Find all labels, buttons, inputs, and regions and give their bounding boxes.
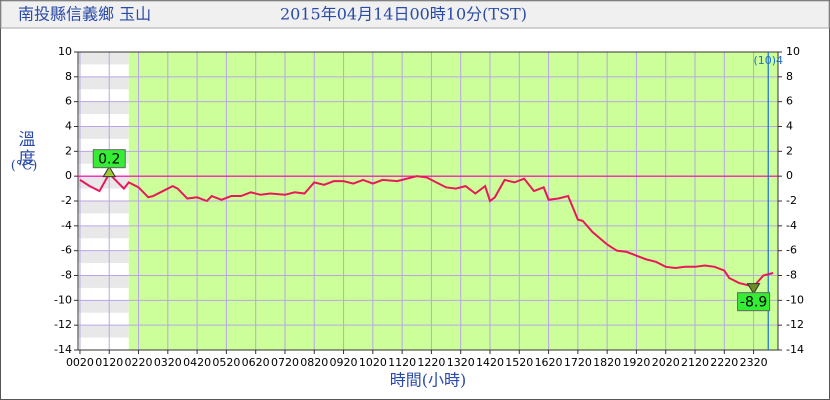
y-tick-label: 2	[65, 144, 72, 157]
x-tick-label: 1920	[622, 356, 650, 369]
y2-tick-label: -6	[786, 244, 797, 257]
y2-tick-label: -14	[786, 343, 804, 356]
min-label: -8.9	[740, 295, 767, 311]
stripe	[78, 76, 129, 90]
x-tick-label: 2220	[710, 356, 738, 369]
x-tick-label: 0420	[183, 356, 211, 369]
x-tick-label: 0120	[95, 356, 123, 369]
stripe	[78, 300, 129, 313]
time-subtitle: 2015年04月14日00時10分(TST)	[280, 5, 527, 24]
x-tick-label: 1120	[388, 356, 416, 369]
x-tick-label: 1620	[535, 356, 563, 369]
temperature-line	[79, 172, 774, 288]
y-tick-label: -10	[54, 293, 72, 306]
y-tick-label: 4	[65, 120, 72, 133]
station-title: 南投縣信義鄉 玉山	[18, 5, 151, 24]
y2-tick-label: -12	[786, 318, 804, 331]
y-tick-label: 10	[58, 45, 72, 58]
y-tick-label: -6	[61, 244, 72, 257]
x-tick-label: 0720	[271, 356, 299, 369]
min-marker	[746, 283, 761, 295]
x-tick-label: 0020	[66, 356, 94, 369]
x-tick-label: 1820	[593, 356, 621, 369]
max-marker	[102, 165, 117, 178]
x-tick-label: 1220	[417, 356, 445, 369]
value-label-box	[92, 149, 126, 169]
y2-tick-label: -10	[786, 293, 804, 306]
x-tick-label: 0320	[154, 356, 182, 369]
y-tick-label: 6	[65, 95, 72, 108]
x-tick-label: 1420	[476, 356, 504, 369]
x-tick-label: 2020	[652, 356, 680, 369]
header-bar	[0, 0, 830, 29]
stripe	[78, 101, 129, 115]
x-tick-label: 1720	[564, 356, 592, 369]
time-marker-label: (10)4	[753, 54, 783, 67]
stripe	[78, 250, 129, 264]
x-tick-label: 1520	[505, 356, 533, 369]
y2-tick-label: 4	[786, 120, 793, 133]
y2-tick-label: 6	[786, 95, 793, 108]
x-tick-label: 2320	[740, 356, 768, 369]
stripe	[78, 325, 129, 338]
y2-tick-label: 8	[786, 70, 793, 83]
stripe	[78, 201, 129, 214]
y2-tick-label: -2	[786, 194, 797, 207]
x-tick-label: 1320	[447, 356, 475, 369]
stripe	[78, 126, 129, 139]
value-label-box	[737, 292, 771, 312]
x-axis-label: 時間(小時)	[390, 371, 467, 390]
y-axis-unit: (°C)	[11, 159, 38, 174]
plot-area: 10 10 8 8 6 6 4 4 2 2 0 0 -2 -2 -4 -4 -6 -6 -8 -8 -10 -10 -12 -…	[54, 45, 804, 369]
plot-border	[77, 51, 779, 351]
y-tick-label: 0	[65, 169, 72, 182]
x-tick-label: 0620	[242, 356, 270, 369]
x-tick-label: 0520	[212, 356, 240, 369]
x-tick-label: 1020	[359, 356, 387, 369]
y-tick-label: -2	[61, 194, 72, 207]
stripe	[78, 275, 129, 288]
y-tick-label: -4	[61, 219, 72, 232]
x-tick-label: 0220	[125, 356, 153, 369]
y-tick-label: 8	[65, 70, 72, 83]
stripe	[78, 225, 129, 239]
stripe	[78, 52, 129, 65]
y2-tick-label: 0	[786, 169, 793, 182]
y-tick-label: -14	[54, 343, 72, 356]
y-tick-label: -12	[54, 318, 72, 331]
y-tick-label: -8	[61, 269, 72, 282]
y-axis-label: 溫度	[15, 130, 36, 168]
max-label: 0.2	[98, 152, 120, 168]
x-tick-label: 2120	[681, 356, 709, 369]
y2-tick-label: -8	[786, 269, 797, 282]
y2-tick-label: -4	[786, 219, 797, 232]
y2-tick-label: 2	[786, 144, 793, 157]
x-tick-label: 0920	[330, 356, 358, 369]
y2-tick-label: 10	[786, 45, 800, 58]
x-tick-label: 0820	[300, 356, 328, 369]
